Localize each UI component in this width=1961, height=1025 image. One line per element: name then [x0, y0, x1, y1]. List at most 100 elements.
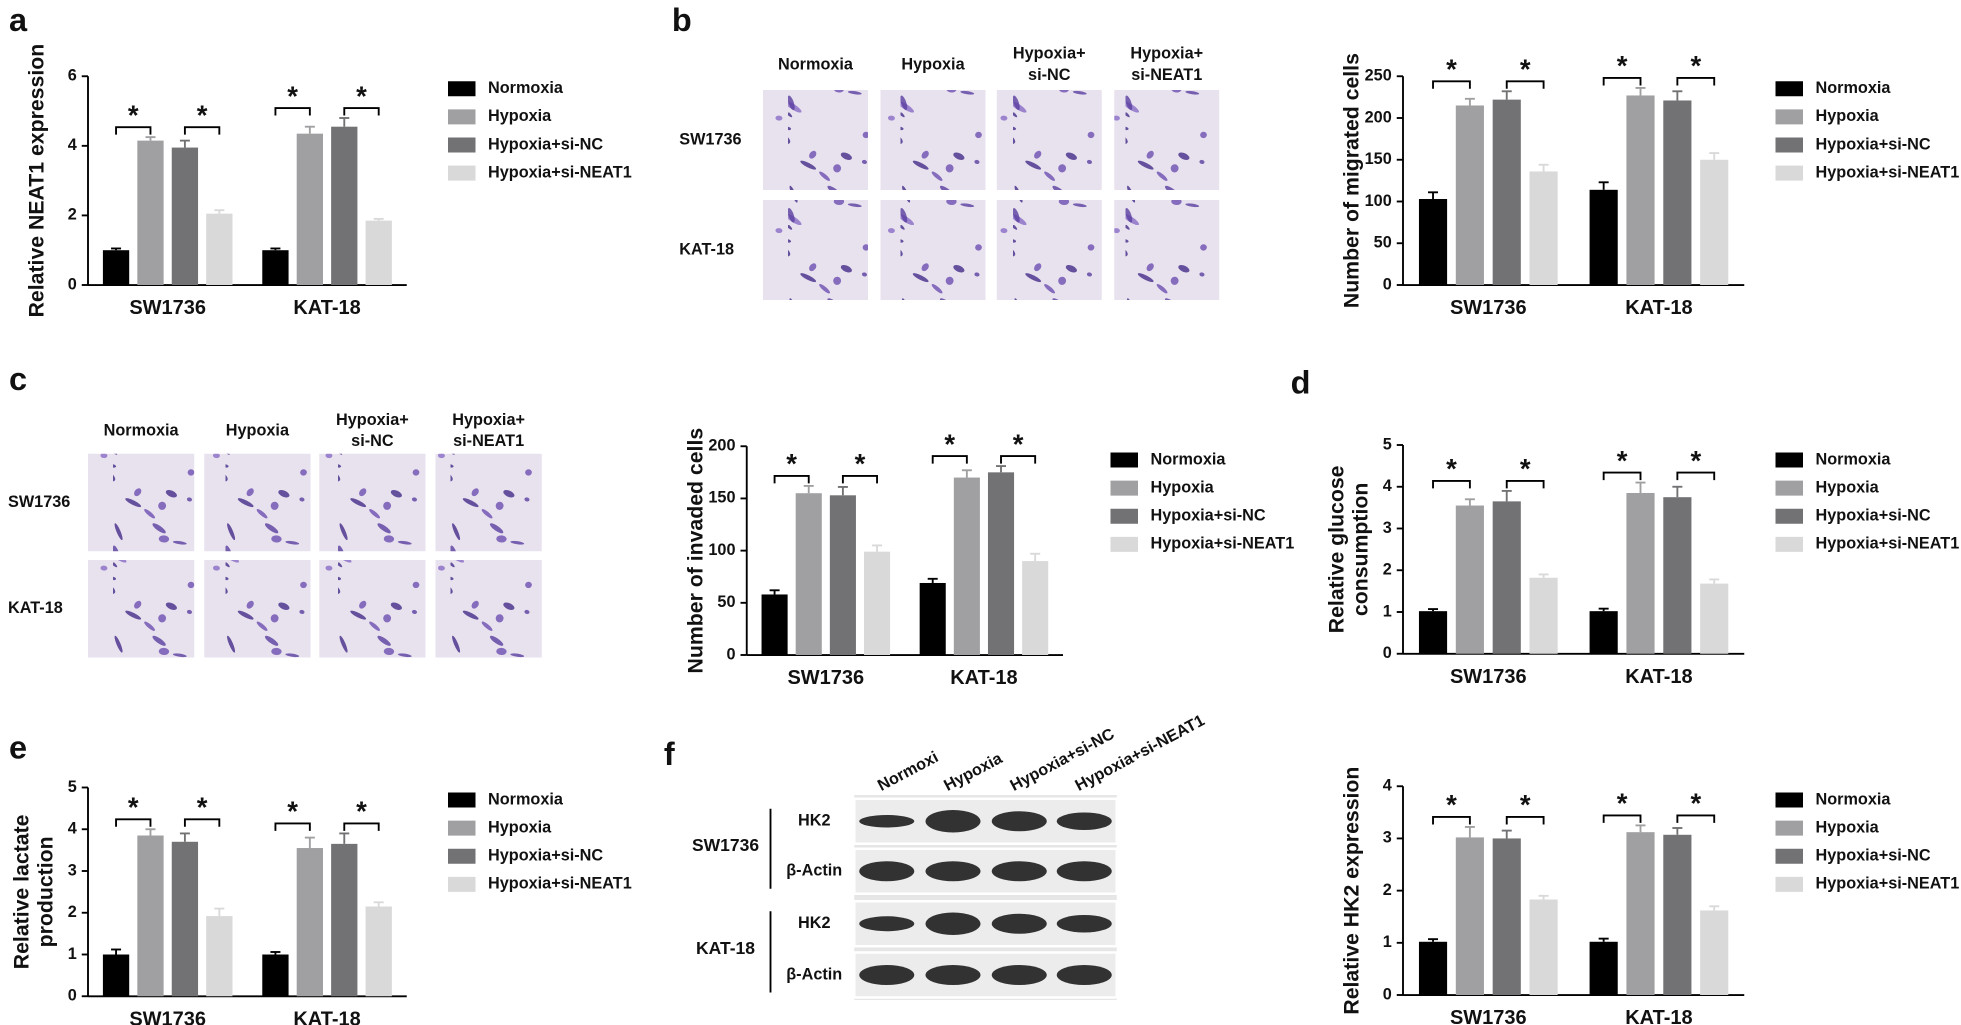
blot-band — [1056, 965, 1112, 985]
bar — [206, 213, 233, 285]
significance-label: * — [855, 448, 866, 479]
bar — [1589, 189, 1618, 285]
image-column-label: si-NEAT1 — [453, 432, 524, 450]
legend-swatch — [448, 109, 476, 125]
bar — [1589, 941, 1618, 995]
x-tick-label: KAT-18 — [1625, 666, 1692, 688]
bar — [331, 843, 358, 997]
bar — [1529, 899, 1558, 995]
legend-label: Hypoxia+si-NEAT1 — [1816, 875, 1960, 893]
image-column-label: si-NC — [351, 432, 394, 450]
significance-bracket — [115, 818, 152, 827]
legend-swatch — [1775, 137, 1803, 153]
legend-label: Hypoxia — [1816, 818, 1880, 836]
legend-swatch — [1110, 452, 1138, 468]
legend-label: Normoxia — [488, 790, 564, 808]
bar — [206, 916, 233, 997]
significance-bracket — [274, 822, 311, 831]
bar — [1455, 837, 1484, 995]
bar — [102, 250, 130, 285]
bar — [296, 133, 323, 285]
significance-label: * — [1617, 788, 1628, 819]
lane-label: Hypoxia — [941, 749, 1006, 795]
y-tick-label: 3 — [1383, 829, 1392, 847]
significance-label: * — [1617, 445, 1628, 476]
significance-label: * — [197, 792, 208, 823]
significance-label: * — [128, 99, 139, 130]
significance-bracket — [115, 126, 152, 135]
y-tick-label: 1 — [68, 945, 77, 963]
band-label: β-Actin — [786, 965, 842, 983]
bar — [331, 126, 358, 286]
image-column-label: Normoxia — [104, 422, 180, 440]
bar — [1418, 198, 1448, 285]
x-tick-label: SW1736 — [129, 1008, 206, 1025]
image-column-label: Normoxia — [778, 55, 854, 73]
y-tick-label: 4 — [1383, 777, 1392, 795]
blot-band — [1056, 812, 1112, 830]
legend-swatch — [1775, 480, 1803, 496]
significance-label: * — [1446, 54, 1457, 85]
blot-band — [859, 916, 915, 932]
y-tick-label: 200 — [708, 437, 735, 455]
significance-bracket — [1432, 479, 1471, 489]
legend-label: Hypoxia+si-NEAT1 — [488, 163, 632, 181]
significance-bracket — [274, 107, 311, 116]
legend-swatch — [448, 137, 476, 153]
bar — [365, 906, 392, 997]
bar — [171, 841, 199, 997]
bar — [137, 835, 164, 997]
blot-band — [859, 861, 915, 882]
lane-label: Hypoxia+si-NC — [1007, 725, 1117, 795]
bar — [1492, 501, 1521, 654]
image-column-label: si-NC — [1028, 66, 1071, 84]
group-label: SW1736 — [692, 835, 759, 855]
blot-band — [859, 815, 915, 828]
bar — [1663, 100, 1692, 286]
lane-label: Normoxi — [875, 748, 942, 795]
x-tick-label: KAT-18 — [1625, 297, 1692, 319]
bar — [1589, 611, 1618, 654]
y-tick-label: 0 — [68, 275, 77, 293]
y-axis-label: Number of invaded cells — [683, 428, 707, 674]
y-tick-label: 1 — [1383, 933, 1392, 951]
bar — [1626, 95, 1655, 285]
bar — [1626, 832, 1655, 995]
significance-bracket — [1676, 814, 1716, 823]
legend-label: Hypoxia+si-NC — [1151, 507, 1266, 525]
bar — [1663, 497, 1692, 654]
significance-label: * — [1013, 428, 1024, 459]
blot-band — [991, 913, 1047, 934]
blot-band — [925, 912, 981, 935]
significance-bracket — [343, 822, 380, 831]
significance-bracket — [183, 126, 221, 135]
y-tick-label: 4 — [68, 820, 77, 838]
legend-swatch — [1775, 536, 1803, 552]
panel-label: d — [1291, 365, 1311, 401]
x-tick-label: SW1736 — [1450, 666, 1527, 688]
y-tick-label: 0 — [1383, 275, 1392, 293]
image-column-label: Hypoxia+ — [1130, 45, 1203, 63]
bar — [829, 495, 856, 655]
y-tick-label: 3 — [68, 861, 77, 879]
significance-label: * — [287, 796, 298, 827]
y-axis-label: Relative lactate — [10, 814, 34, 969]
significance-label: * — [128, 792, 139, 823]
significance-label: * — [287, 80, 298, 111]
x-tick-label: KAT-18 — [293, 1008, 360, 1025]
bar — [137, 140, 164, 285]
image-column-label: Hypoxia+ — [1013, 45, 1086, 63]
blot-band — [991, 965, 1047, 985]
significance-bracket — [1505, 80, 1545, 89]
bar — [171, 147, 199, 285]
significance-bracket — [1602, 814, 1642, 823]
bar — [987, 472, 1015, 655]
y-tick-label: 1 — [1383, 602, 1392, 620]
legend-label: Hypoxia+si-NC — [1816, 135, 1931, 153]
legend-swatch — [1775, 876, 1803, 892]
bar — [1663, 834, 1692, 995]
y-axis-label: Relative NEAT1 expression — [25, 44, 49, 318]
legend-swatch — [448, 792, 476, 808]
y-tick-label: 0 — [68, 987, 77, 1005]
micrograph — [319, 560, 426, 658]
